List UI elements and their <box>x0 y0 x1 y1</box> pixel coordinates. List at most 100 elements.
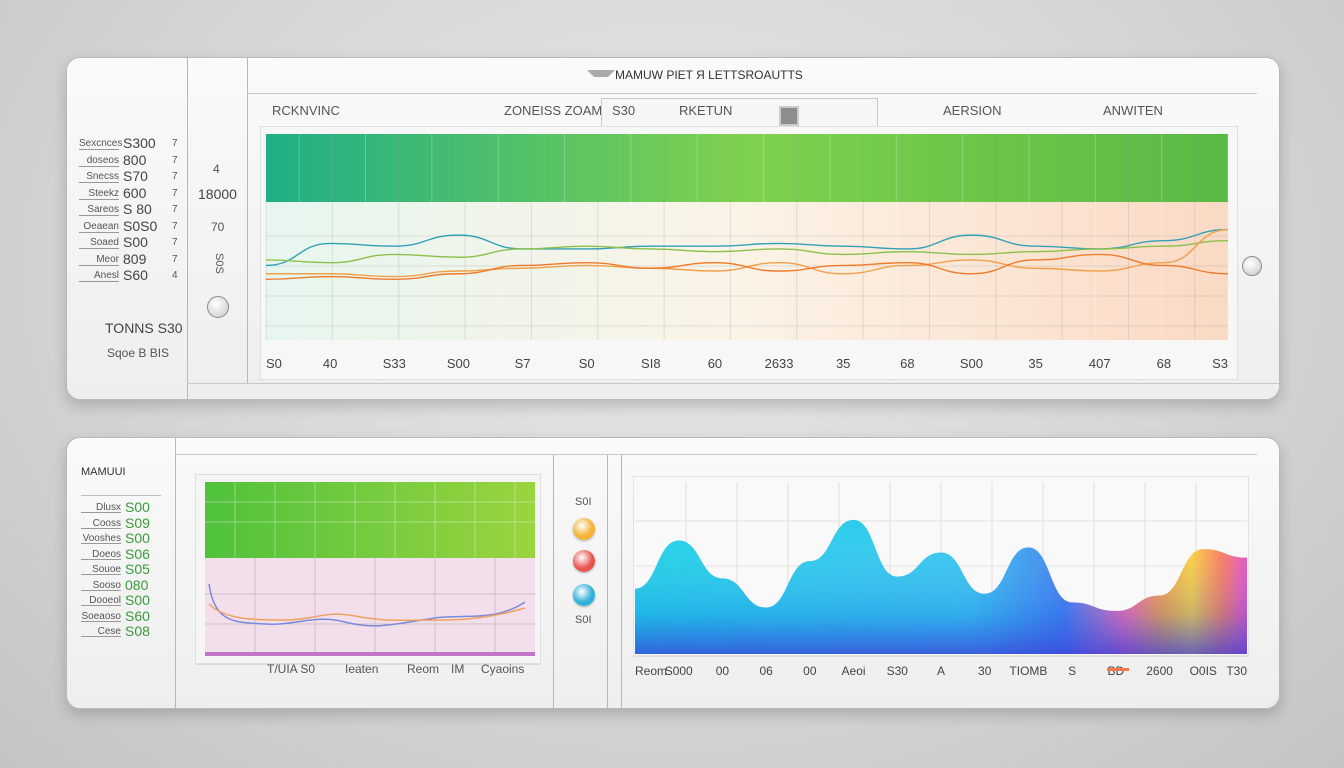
x-tick-label: S7 <box>515 356 531 371</box>
wave-icon[interactable] <box>573 584 595 606</box>
header-label: RKETUN <box>679 103 733 118</box>
side-row-label: Sexcnces <box>79 138 123 149</box>
axis-label: Ieaten <box>345 662 379 676</box>
x-tick-label: 35 <box>836 356 850 371</box>
side-row-rule <box>81 543 121 544</box>
series-line-4 <box>265 253 1229 280</box>
side-row-value: S70 <box>123 168 148 184</box>
divider <box>187 383 1279 384</box>
side-row-value: 800 <box>123 151 147 168</box>
x-tick-label: S000 <box>665 664 693 678</box>
side-row-mark: 4 <box>172 270 178 281</box>
area-shade <box>635 519 1247 654</box>
side-row-label: Souoe <box>92 564 121 575</box>
bottom-dashboard-panel: MAMUUI Dlusx S00 Cooss S09 Vooshes S00 Doeos S0… <box>66 437 1280 709</box>
column-label: S0S <box>213 253 225 274</box>
axis-label: Reom <box>407 662 440 676</box>
x-tick-label: S00 <box>960 356 983 371</box>
side-row-mark: 7 <box>172 204 178 215</box>
mini-chart <box>195 474 541 665</box>
header-label: AERSION <box>943 103 1002 118</box>
side-row-mark: 7 <box>172 138 178 149</box>
x-tick-label: S3 <box>1212 356 1228 371</box>
heart-icon[interactable] <box>573 550 595 572</box>
header-label: ANWITEN <box>1103 103 1163 118</box>
x-tick-label: SI8 <box>641 356 661 371</box>
side-row-label: doseos <box>86 154 119 166</box>
side-row-value: S 80 <box>123 201 152 217</box>
side-row-rule <box>79 231 119 233</box>
side-row-mark: 7 <box>172 237 178 248</box>
series-line-3 <box>266 228 1229 278</box>
x-tick-label: 30 <box>978 664 992 678</box>
axis-label: IM <box>451 662 465 676</box>
side-row-label: Anesl <box>93 270 119 281</box>
column-label: 70 <box>211 220 225 234</box>
x-tick-label: S00 <box>447 356 470 371</box>
x-tick-label: A <box>937 664 945 678</box>
side-row-value: 600 <box>123 184 147 201</box>
x-tick-label: S0 <box>266 356 282 371</box>
side-row-label: Snecss <box>86 171 119 182</box>
side-row-value: S300 <box>123 135 156 151</box>
checkbox[interactable] <box>779 106 799 126</box>
side-row-value: S00 <box>125 530 150 546</box>
x-tick-label: 2633 <box>765 356 794 371</box>
side-row-value: S60 <box>123 267 148 283</box>
scroll-knob[interactable] <box>1242 256 1262 276</box>
x-tick-label: 407 <box>1089 356 1111 371</box>
side-row-value: S09 <box>125 514 150 531</box>
side-row-rule <box>79 215 119 216</box>
side-row-label: Dooeol <box>89 595 121 606</box>
side-row-value: S00 <box>125 499 150 515</box>
side-row-label: Sareos <box>87 204 119 215</box>
side-row-rule <box>81 620 121 622</box>
series-line-2 <box>265 239 1229 264</box>
side-row-mark: 7 <box>172 171 178 182</box>
sun-icon[interactable] <box>573 518 595 540</box>
side-row-label: Cooss <box>92 517 121 529</box>
x-tick-label: S <box>1068 664 1076 678</box>
side-row-value: S05 <box>125 561 150 577</box>
axis-label: T/UIA S0 <box>267 662 316 676</box>
legend-label: S0I <box>575 496 592 508</box>
side-row-rule <box>79 264 119 266</box>
x-tick-label: O0IS <box>1190 664 1217 678</box>
divider <box>187 58 188 399</box>
side-row-value: 080 <box>125 576 149 593</box>
divider <box>553 454 554 708</box>
series-line <box>208 603 526 622</box>
side-row-mark: 7 <box>172 253 178 265</box>
x-tick-label: S30 <box>887 664 909 678</box>
side-row-rule <box>79 198 119 200</box>
side-row-label: Sooso <box>92 579 121 591</box>
x-tick-label: BD <box>1108 664 1125 678</box>
x-tick-label: TIOMB <box>1009 664 1047 678</box>
x-tick-label: 68 <box>900 356 914 371</box>
legend-label: S0I <box>575 614 592 626</box>
series-line-1 <box>265 228 1229 267</box>
x-tick-label: 2600 <box>1146 664 1173 678</box>
triangle-icon <box>587 70 615 85</box>
side-row-rule <box>81 636 121 637</box>
divider <box>175 438 176 708</box>
header-field[interactable] <box>601 98 878 128</box>
side-row-label: Dlusx <box>95 502 121 513</box>
column-label: 18000 <box>198 186 237 202</box>
header-label: RCKNVINC <box>272 103 340 118</box>
divider <box>247 93 1257 94</box>
side-row-rule <box>79 281 119 282</box>
x-tick-label: 00 <box>716 664 730 678</box>
top-dashboard-panel: MAMUW PIET Я LETTSROAUTTS RCKNVINC ZONEI… <box>66 57 1280 400</box>
side-row-label: Vooshes <box>82 533 121 544</box>
side-row-rule <box>79 182 119 183</box>
rotary-knob[interactable] <box>207 296 229 318</box>
side-row-value: S06 <box>125 545 150 562</box>
divider <box>175 454 1257 455</box>
x-tick-label: T30 <box>1226 664 1247 678</box>
side-row-value: S0S0 <box>123 217 158 234</box>
panel-title: MAMUW PIET Я LETTSROAUTTS <box>615 68 803 82</box>
side-footer: TONNS S30 <box>105 320 183 336</box>
header-label: ZONEISS ZOAM <box>504 103 603 118</box>
